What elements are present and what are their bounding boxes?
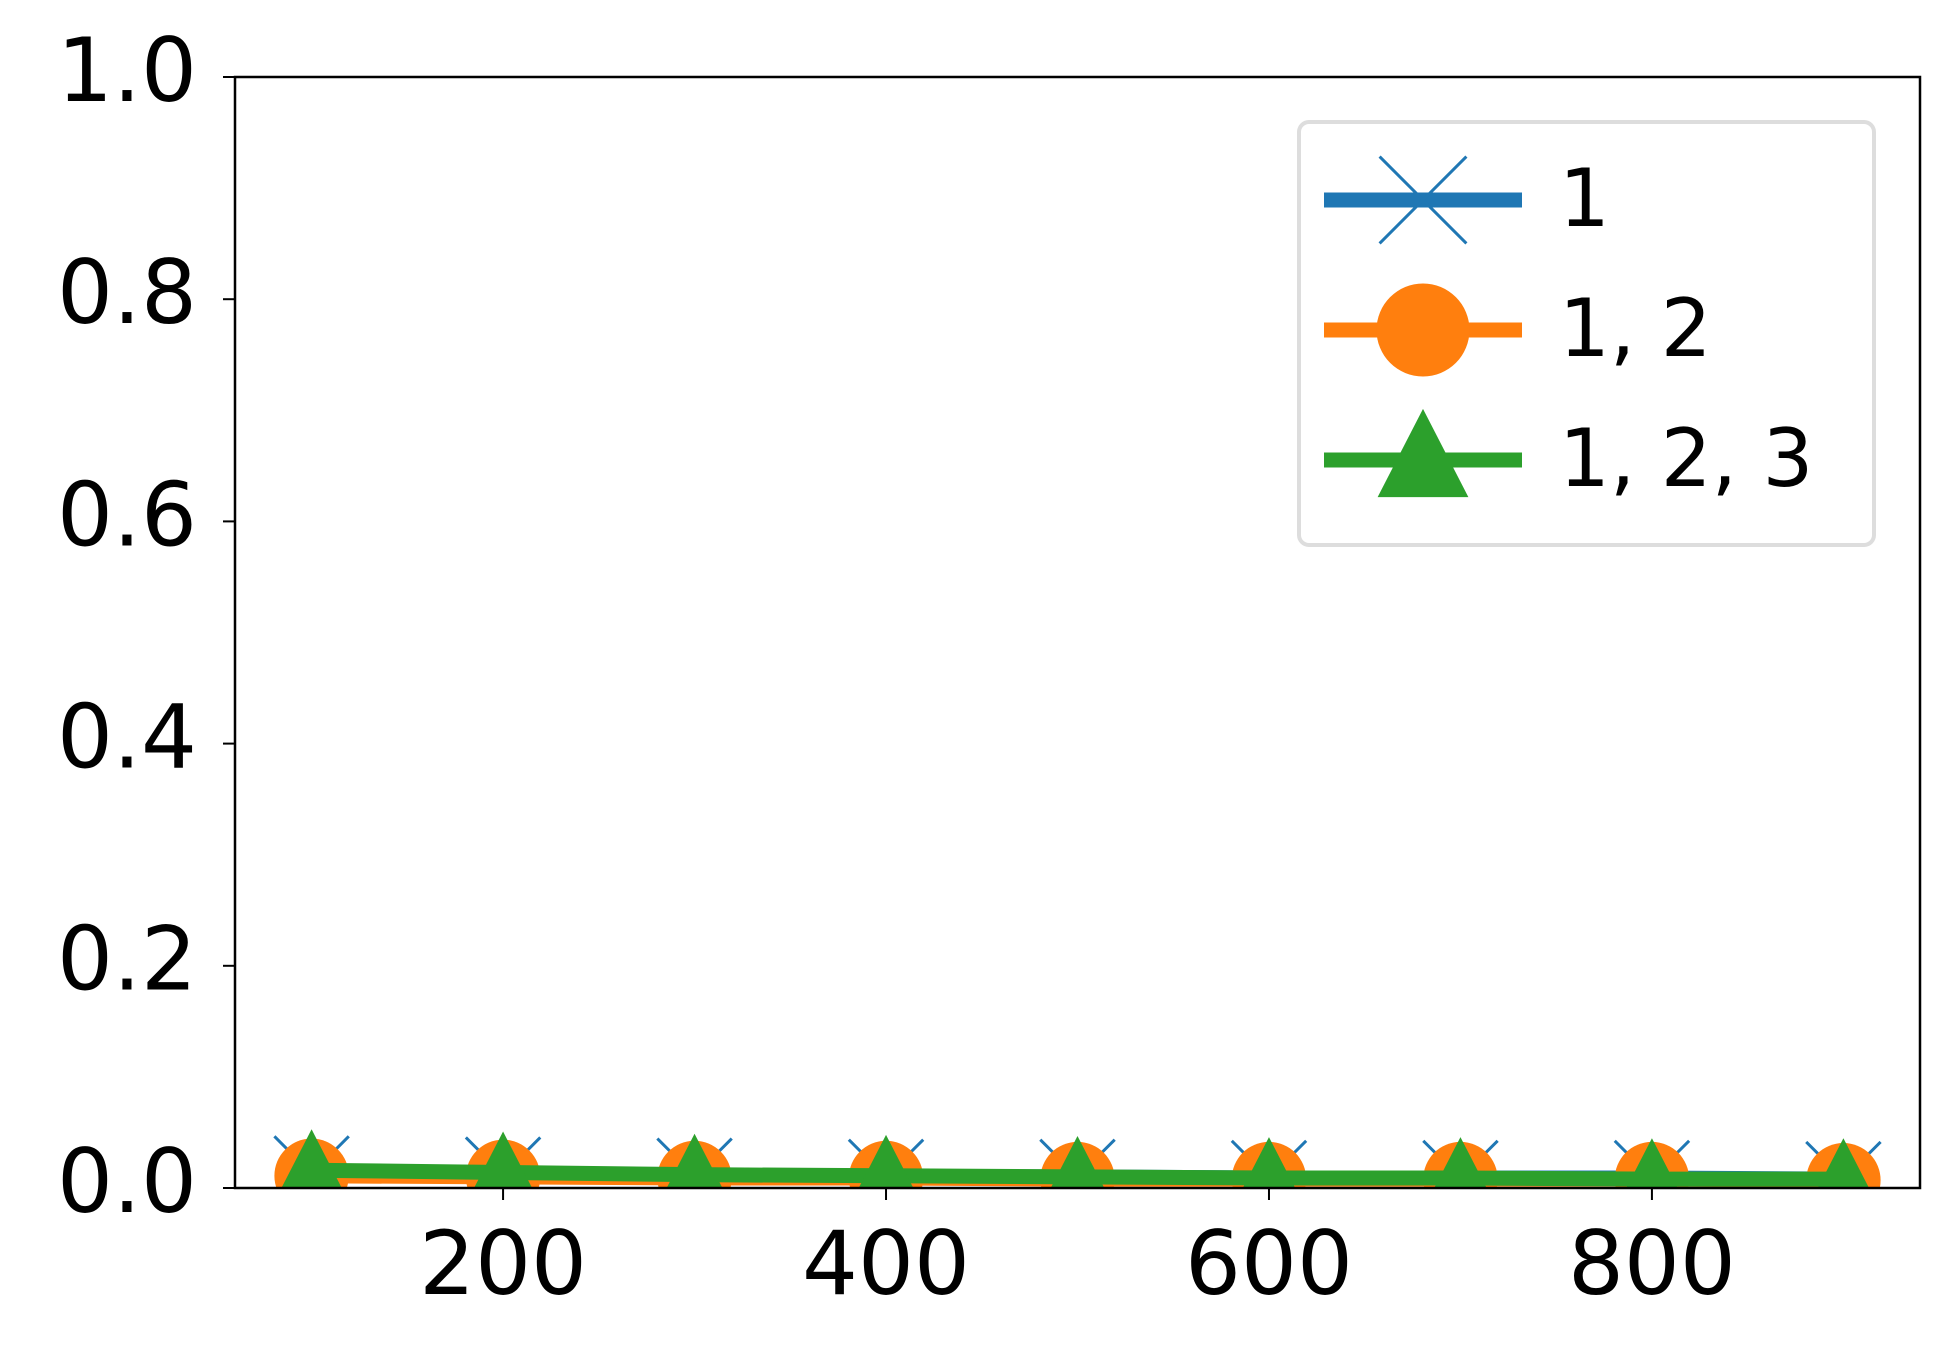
y-tick-label: 0.8 bbox=[57, 241, 197, 344]
y-tick-label: 0.4 bbox=[57, 686, 197, 789]
x-tick-label: 800 bbox=[1568, 1212, 1736, 1315]
marker-triangle bbox=[666, 1133, 723, 1188]
x-tick-label: 600 bbox=[1185, 1212, 1353, 1315]
legend-label: 1 bbox=[1559, 152, 1610, 245]
marker-triangle bbox=[1817, 1138, 1870, 1188]
marker-triangle bbox=[858, 1134, 914, 1188]
marker-triangle bbox=[1242, 1137, 1296, 1188]
marker-triangle bbox=[474, 1131, 533, 1188]
plot-frame bbox=[233, 75, 1922, 1190]
x-tick-label: 400 bbox=[802, 1212, 970, 1315]
y-tick-label: 0.2 bbox=[57, 908, 197, 1011]
legend-box bbox=[1297, 120, 1876, 547]
legend-label: 1, 2, 3 bbox=[1559, 412, 1813, 505]
marker-x bbox=[1378, 155, 1468, 245]
legend: 1 1, 2 1, 2, 3 bbox=[1297, 120, 1876, 547]
marker-triangle bbox=[1626, 1138, 1678, 1188]
marker-triangle bbox=[1050, 1135, 1105, 1188]
y-tick-label: 0.6 bbox=[57, 463, 197, 566]
y-tick-label: 1.0 bbox=[57, 19, 197, 122]
plot-layer bbox=[273, 1129, 1882, 1188]
legend-label: 1, 2 bbox=[1559, 282, 1712, 375]
marker-triangle bbox=[281, 1129, 342, 1188]
marker-triangle bbox=[1377, 408, 1469, 498]
marker-circle bbox=[1376, 283, 1470, 377]
y-tick-label: 0.0 bbox=[57, 1130, 197, 1233]
x-tick-label: 200 bbox=[419, 1212, 587, 1315]
marker-triangle bbox=[1434, 1137, 1487, 1188]
